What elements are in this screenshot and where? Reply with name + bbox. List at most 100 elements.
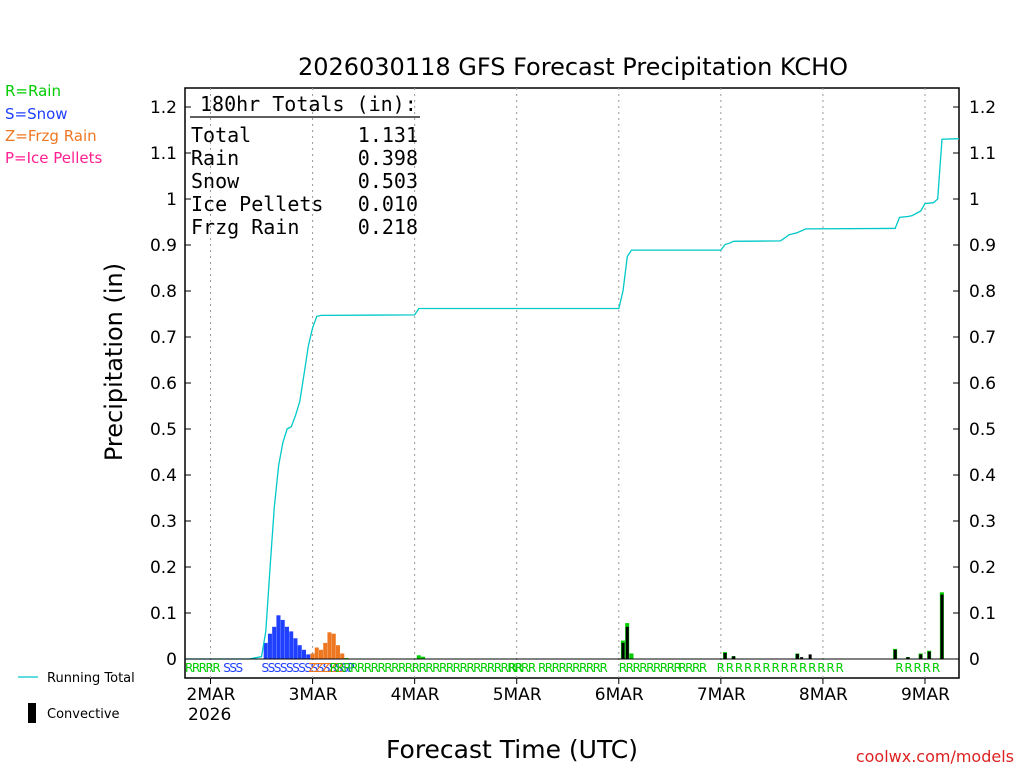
ptype-code-segment: SSS bbox=[223, 661, 242, 675]
precip-bar-snow bbox=[306, 654, 311, 659]
totals-box: 180hr Totals (in): Total 1.131 Rain 0.39… bbox=[190, 92, 420, 239]
convective-bar bbox=[808, 654, 812, 659]
y-tick-label-left: 1.1 bbox=[150, 144, 177, 164]
y-tick-label-right: 0.8 bbox=[969, 282, 996, 302]
totals-label-ice-pellets: Ice Pellets bbox=[191, 192, 323, 216]
ptype-row: RRRRR SSS SSSSSSSSSSSSSSPZZZZZRRRRRRRRRRRR… bbox=[185, 661, 941, 675]
x-tick-label: 9MAR bbox=[901, 685, 950, 705]
y-tick-label-right: 0.1 bbox=[969, 604, 996, 624]
legend-rain: R=Rain bbox=[5, 82, 61, 100]
y-tick-label-right: 0.5 bbox=[969, 420, 996, 440]
precip-bar-snow bbox=[276, 615, 281, 659]
y-tick-label-right: 1 bbox=[969, 190, 980, 210]
y-tick-label-left: 0.4 bbox=[150, 466, 177, 486]
y-tick-label-right: 0.2 bbox=[969, 558, 996, 578]
ptype-code-segment: RRRR bbox=[678, 661, 707, 675]
ptype-code-segment: RRRRRRRRRR bbox=[538, 661, 608, 675]
ptype-code-segment: ZZZZZ bbox=[308, 661, 343, 675]
precip-bar-snow bbox=[293, 638, 298, 659]
y-tick-label-left: 1 bbox=[166, 190, 177, 210]
precip-bar-frzg-rain bbox=[318, 649, 324, 659]
convective-bar bbox=[621, 642, 625, 659]
legend-snow: S=Snow bbox=[5, 105, 68, 123]
legend-convective-swatch bbox=[28, 703, 36, 723]
precip-bar-frzg-rain bbox=[327, 632, 332, 659]
x-tick-label: 7MAR bbox=[697, 685, 746, 705]
y-tick-label-right: 1.2 bbox=[969, 98, 996, 118]
convective-bars bbox=[621, 594, 944, 659]
y-tick-label-left: 0.8 bbox=[150, 282, 177, 302]
ptype-code-segment: R R R R R R R R R R R R R R bbox=[717, 661, 844, 675]
precip-bar-snow bbox=[297, 645, 302, 659]
y-tick-label-left: 0.3 bbox=[150, 512, 177, 532]
precip-bar-rain bbox=[629, 653, 634, 659]
ptype-code-segment: R R R R R bbox=[895, 661, 940, 675]
x-tick-label: 5MAR bbox=[493, 685, 542, 705]
y-tick-label-right: 0 bbox=[969, 650, 980, 670]
ptype-code-segment: SSSSSSSSSSSSSSP bbox=[262, 661, 355, 675]
totals-value-rain: 0.398 bbox=[358, 146, 418, 170]
totals-label-rain: Rain bbox=[191, 146, 239, 170]
totals-value-snow: 0.503 bbox=[358, 169, 418, 193]
totals-value-frzg-rain: 0.218 bbox=[358, 215, 418, 239]
y-axis-label: Precipitation (in) bbox=[100, 263, 128, 461]
y-tick-label-right: 0.7 bbox=[969, 328, 996, 348]
precip-bar-snow bbox=[289, 631, 294, 659]
precip-bar-snow bbox=[272, 626, 277, 659]
y-tick-label-right: 1.1 bbox=[969, 144, 996, 164]
convective-bar bbox=[800, 657, 804, 659]
totals-value-ice-pellets: 0.010 bbox=[358, 192, 418, 216]
x-axis-ticks: 2MAR 3MAR 4MAR 5MAR 6MAR 7MAR 8MAR 9MAR bbox=[187, 678, 950, 705]
ptype-code-segment: RRRRRRRRRRRRRRRRRRRRRRRRRRRRRR bbox=[330, 661, 536, 675]
y-tick-label-left: 0.7 bbox=[150, 328, 177, 348]
ptype-code-segment: RRRRRRRRR bbox=[619, 661, 682, 675]
x-tick-label: 3MAR bbox=[289, 685, 338, 705]
precip-bar-snow bbox=[284, 626, 289, 659]
y-tick-label-right: 0.4 bbox=[969, 466, 996, 486]
convective-bar bbox=[940, 594, 944, 659]
year-label: 2026 bbox=[188, 705, 231, 725]
running-total-line bbox=[185, 138, 960, 660]
ptype-code-segment: RRRRR bbox=[185, 661, 220, 675]
convective-bar bbox=[919, 654, 923, 659]
precip-bar-frzg-rain bbox=[310, 653, 315, 659]
y-tick-label-right: 0.6 bbox=[969, 374, 996, 394]
ptype-code-segment: RR bbox=[508, 661, 523, 675]
convective-bar bbox=[893, 649, 897, 659]
precip-bar-frzg-rain bbox=[314, 647, 319, 659]
totals-label-snow: Snow bbox=[191, 169, 240, 193]
convective-bar bbox=[732, 656, 736, 659]
y-tick-label-left: 0.2 bbox=[150, 558, 177, 578]
y-tick-label-right: 0.9 bbox=[969, 236, 996, 256]
day-gridlines bbox=[210, 88, 926, 678]
precip-bar-rain bbox=[416, 655, 421, 659]
convective-bar bbox=[795, 653, 799, 659]
precip-bar-rain bbox=[421, 656, 426, 659]
precip-bar-snow bbox=[267, 633, 272, 659]
x-tick-label: 4MAR bbox=[391, 685, 440, 705]
line-legend: Running Total Convective bbox=[18, 671, 135, 723]
legend-ice-pellets: P=Ice Pellets bbox=[5, 149, 102, 167]
y-tick-label-left: 0.6 bbox=[150, 374, 177, 394]
y-tick-label-right: 0.3 bbox=[969, 512, 996, 532]
precip-bar-snow bbox=[263, 642, 268, 659]
legend-frzg-rain: Z=Frzg Rain bbox=[5, 127, 97, 145]
precip-bar-frzg-rain bbox=[340, 653, 345, 659]
precip-bars bbox=[263, 592, 944, 659]
y-tick-label-left: 0.9 bbox=[150, 236, 177, 256]
y-tick-label-left: 1.2 bbox=[150, 98, 177, 118]
x-tick-label: 2MAR bbox=[187, 685, 236, 705]
precip-bar-frzg-rain bbox=[323, 642, 328, 659]
legend-running-total: Running Total bbox=[47, 671, 135, 686]
totals-header: 180hr Totals (in): bbox=[200, 92, 417, 116]
y-axis-ticks: 0 0 0.1 0.1 0.2 0.2 0.3 0.3 0.4 0.4 0.5 0.5 0.6 0.6 0.… bbox=[150, 98, 996, 670]
x-axis-label: Forecast Time (UTC) bbox=[386, 735, 638, 764]
convective-bar bbox=[906, 657, 910, 659]
convective-bar bbox=[723, 653, 727, 659]
totals-label-frzg-rain: Frzg Rain bbox=[191, 215, 299, 239]
convective-bar bbox=[927, 651, 931, 659]
y-tick-label-left: 0 bbox=[166, 650, 177, 670]
y-tick-label-left: 0.1 bbox=[150, 604, 177, 624]
plot-frame bbox=[184, 87, 960, 679]
